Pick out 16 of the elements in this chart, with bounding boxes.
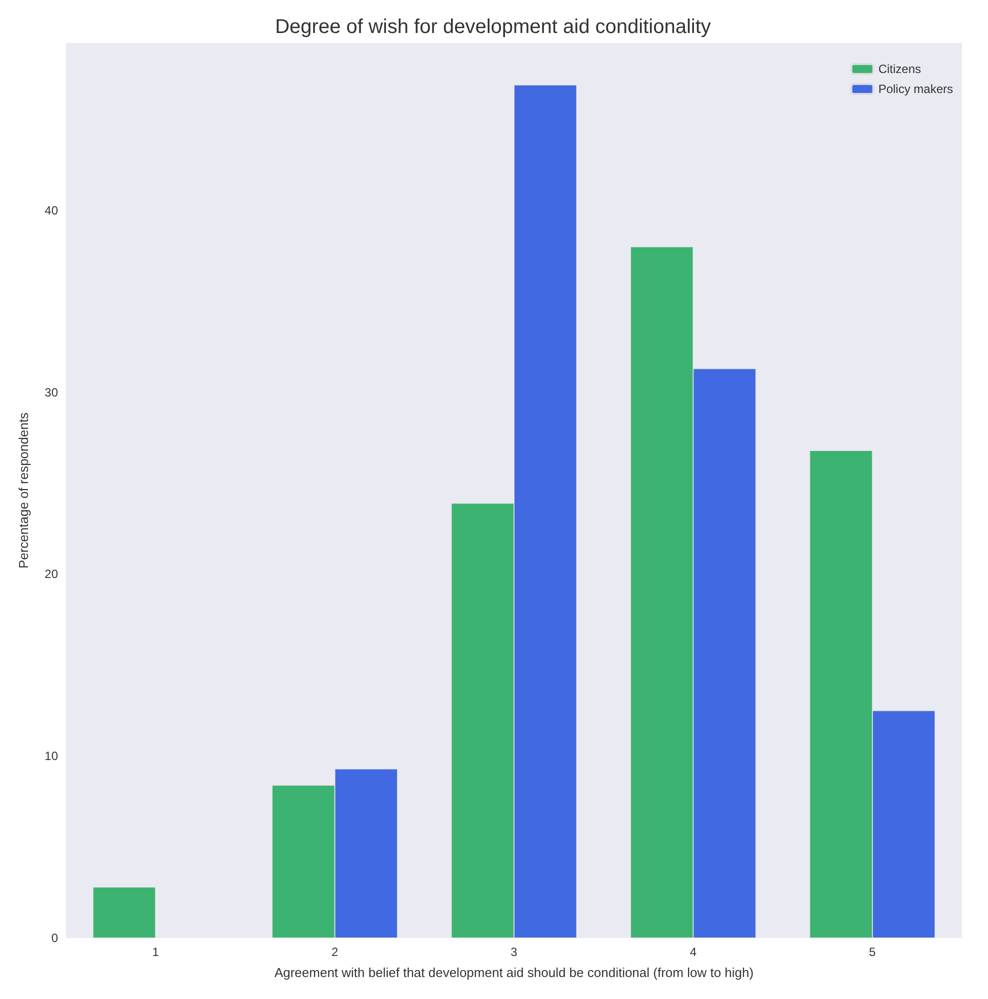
chart-title: Degree of wish for development aid conditionality [275, 16, 711, 38]
x-tick-label: 4 [690, 945, 697, 959]
x-tick-label: 3 [510, 945, 518, 959]
legend-label: Policy makers [878, 82, 954, 96]
y-axis-title: Percentage of respondents [16, 412, 31, 569]
y-tick-label: 0 [51, 931, 58, 945]
x-tick-label: 5 [869, 945, 876, 959]
x-tick-label: 1 [152, 945, 160, 959]
y-tick-label: 40 [44, 203, 58, 218]
x-axis-title: Agreement with belief that development aid should be conditional (from low to high) [274, 965, 754, 980]
x-tick-label: 2 [331, 945, 338, 959]
bar [92, 887, 156, 938]
legend-label: Citizens [878, 62, 922, 76]
y-tick-label: 10 [44, 749, 58, 764]
y-tick-label: 20 [44, 567, 58, 582]
y-tick-label: 30 [44, 385, 58, 400]
